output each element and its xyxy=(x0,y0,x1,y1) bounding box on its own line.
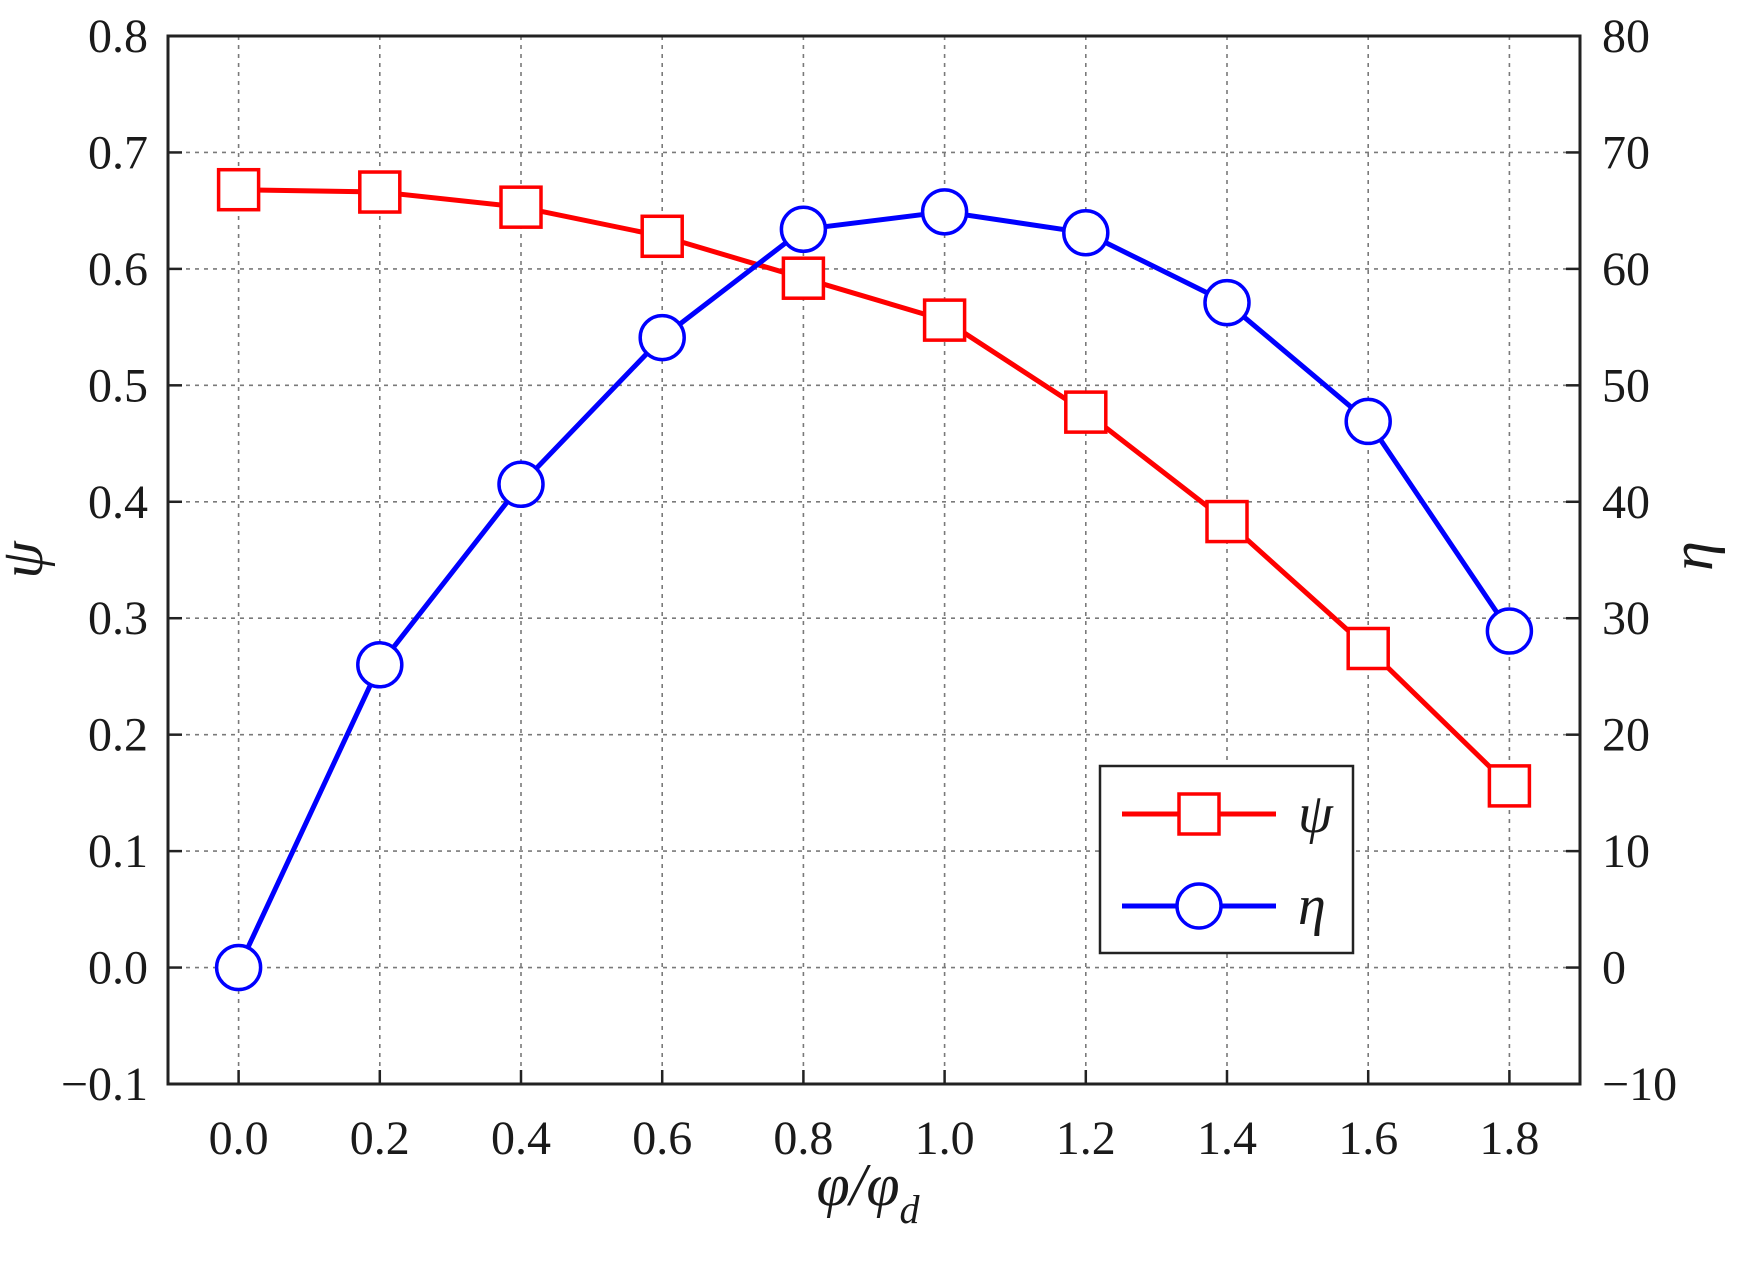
data-point-square xyxy=(216,167,261,212)
legend-item: ψ xyxy=(1122,783,1334,845)
data-point-circle xyxy=(638,313,686,362)
data-point-square xyxy=(1205,499,1249,544)
y-left-tick-label: 0.3 xyxy=(88,592,148,645)
x-tick-label: 1.0 xyxy=(915,1112,975,1165)
data-point-circle xyxy=(1175,882,1223,930)
y-right-tick-label: −10 xyxy=(1602,1058,1677,1111)
legend-item: η xyxy=(1122,875,1326,937)
y-axis-left-title: ψ xyxy=(0,540,55,579)
data-point-square xyxy=(499,185,543,229)
y-right-tick-label: 20 xyxy=(1602,709,1650,762)
data-point-circle xyxy=(779,205,828,254)
data-point-circle xyxy=(1485,607,1534,655)
data-point-circle xyxy=(920,188,969,236)
y-left-tick-label: −0.1 xyxy=(61,1058,148,1111)
y-right-tick-label: 70 xyxy=(1602,126,1650,179)
x-axis-title-main: φ/φ xyxy=(816,1152,899,1218)
y-right-tick-label: 0 xyxy=(1602,942,1626,995)
y-right-tick-label: 10 xyxy=(1602,825,1650,878)
series-line xyxy=(238,187,1512,788)
data-point-square xyxy=(358,170,402,214)
y-right-tick-label: 50 xyxy=(1602,359,1650,412)
legend-box xyxy=(1098,764,1355,955)
data-point-circle xyxy=(356,641,404,689)
x-axis-title: φ/φd xyxy=(816,1152,920,1232)
y-right-tick-label: 60 xyxy=(1602,243,1650,296)
x-tick-label: 0.6 xyxy=(632,1112,692,1165)
legend-label: η xyxy=(1298,875,1326,937)
x-tick-label: 0.4 xyxy=(491,1112,551,1165)
ticks: 0.0 0.2 0.4 0.6 0.8 1.0 1.2 1.4 1.6 1.8 −0.1 −10 0.0… xyxy=(61,10,1677,1165)
data-point-circle xyxy=(1203,278,1251,327)
y-left-tick-label: 0.6 xyxy=(88,243,148,296)
data-point-square xyxy=(1177,792,1221,836)
x-tick-label: 1.2 xyxy=(1056,1112,1116,1165)
x-tick-label: 1.8 xyxy=(1479,1112,1539,1165)
y-left-tick-label: 0.2 xyxy=(88,709,148,762)
data-point-circle xyxy=(214,943,263,992)
legend-label: ψ xyxy=(1298,783,1334,845)
y-axis-right-title: η xyxy=(1659,541,1725,571)
data-point-square xyxy=(1346,626,1390,671)
y-left-tick-label: 0.8 xyxy=(88,10,148,63)
data-point-square xyxy=(1064,390,1108,434)
y-left-tick-label: 0.5 xyxy=(88,359,148,412)
y-right-tick-label: 80 xyxy=(1602,10,1650,63)
y-left-tick-label: 0.4 xyxy=(88,476,148,529)
data-point-square xyxy=(781,256,826,300)
series-eta xyxy=(214,188,1534,992)
x-tick-label: 1.6 xyxy=(1338,1112,1398,1165)
data-point-square xyxy=(640,214,684,259)
data-point-circle xyxy=(1344,397,1392,446)
legend: ψη xyxy=(1098,764,1355,955)
x-tick-label: 1.4 xyxy=(1197,1112,1257,1165)
x-tick-label: 0.0 xyxy=(209,1112,269,1165)
data-point-circle xyxy=(497,460,545,509)
x-tick-label: 0.8 xyxy=(773,1112,833,1165)
legend-items: ψη xyxy=(1122,783,1334,937)
y-right-tick-label: 40 xyxy=(1602,476,1650,529)
y-left-tick-label: 0.1 xyxy=(88,825,148,878)
series-psi xyxy=(216,167,1532,808)
data-point-circle xyxy=(1062,209,1110,257)
series-line xyxy=(236,209,1512,969)
x-tick-label: 0.2 xyxy=(350,1112,410,1165)
y-left-tick-label: 0.0 xyxy=(88,942,148,995)
series xyxy=(214,167,1534,992)
data-point-square xyxy=(922,298,967,342)
y-left-tick-label: 0.7 xyxy=(88,126,148,179)
y-right-tick-label: 30 xyxy=(1602,592,1650,645)
x-axis-title-subscript: d xyxy=(900,1187,921,1232)
plot-frame xyxy=(166,34,1582,1086)
data-point-square xyxy=(1487,764,1532,808)
